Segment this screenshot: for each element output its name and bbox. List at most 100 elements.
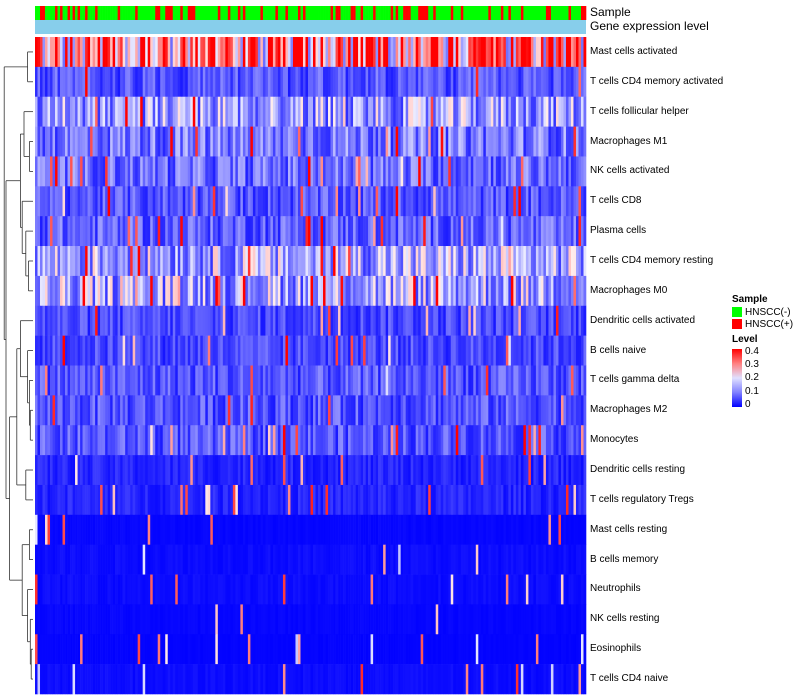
heatmap-cell xyxy=(393,544,396,575)
heatmap-cell xyxy=(490,544,494,575)
heatmap-cell xyxy=(438,604,442,635)
heatmap-cell xyxy=(313,126,316,157)
heatmap-cell xyxy=(415,634,419,665)
heatmap-cell xyxy=(202,395,206,426)
heatmap-cell xyxy=(62,335,66,366)
sample-cell xyxy=(120,6,123,20)
heatmap-cell xyxy=(210,544,214,575)
heatmap-cell xyxy=(328,634,331,665)
heatmap-cell xyxy=(220,216,224,247)
heatmap-cell xyxy=(200,66,204,98)
heatmap-cell xyxy=(580,425,584,456)
heatmap-cell xyxy=(440,66,444,98)
heatmap-cell xyxy=(267,664,271,695)
heatmap-cell xyxy=(475,305,479,336)
heatmap-cell xyxy=(122,425,126,456)
heatmap-cell xyxy=(575,484,579,516)
heatmap-cell xyxy=(157,395,161,426)
sample-cell xyxy=(420,6,424,20)
heatmap-cell xyxy=(365,514,369,545)
heatmap-cell xyxy=(415,156,419,187)
heatmap-cell xyxy=(410,514,414,545)
heatmap-cell xyxy=(508,305,512,336)
heatmap-cell xyxy=(328,305,331,336)
heatmap-cell xyxy=(388,216,391,247)
heatmap-cell xyxy=(310,126,314,157)
heatmap-cell xyxy=(530,186,534,217)
heatmap-cell xyxy=(90,186,93,217)
heatmap-cell xyxy=(127,275,131,307)
heatmap-cell xyxy=(217,246,221,277)
heatmap-cell xyxy=(483,335,487,366)
heatmap-cell xyxy=(52,275,56,307)
sample-cell xyxy=(135,6,138,20)
heatmap-cell xyxy=(265,514,269,545)
heatmap-cell xyxy=(558,305,562,336)
heatmap-cell xyxy=(265,246,269,277)
heatmap-cell xyxy=(227,544,231,575)
heatmap-cell xyxy=(345,544,349,575)
heatmap-cell xyxy=(350,634,354,665)
heatmap-cell xyxy=(575,66,579,98)
heatmap-cell xyxy=(395,66,399,98)
heatmap-cell xyxy=(77,514,81,545)
heatmap-cell xyxy=(525,66,529,98)
heatmap-cell xyxy=(323,156,326,187)
heatmap-cell xyxy=(225,574,229,605)
heatmap-cell xyxy=(187,664,191,695)
heatmap-cell xyxy=(145,395,149,426)
heatmap-cell xyxy=(310,484,314,516)
heatmap-cell xyxy=(37,246,41,277)
heatmap-cell xyxy=(67,425,71,456)
heatmap-cell xyxy=(277,96,281,127)
heatmap-cell xyxy=(408,37,411,68)
heatmap-cell xyxy=(458,365,462,396)
heatmap-cell xyxy=(255,634,259,665)
heatmap-cell xyxy=(365,335,369,366)
heatmap-cell xyxy=(583,604,587,635)
heatmap-cell xyxy=(428,335,432,366)
heatmap-cell xyxy=(115,186,118,217)
heatmap-cell xyxy=(275,365,279,396)
heatmap-cell xyxy=(142,246,146,277)
heatmap-cell xyxy=(100,484,103,516)
heatmap-cell xyxy=(358,246,361,277)
heatmap-cell xyxy=(460,126,464,157)
heatmap-cell xyxy=(185,126,189,157)
heatmap-cell xyxy=(353,365,356,396)
heatmap-cell xyxy=(565,186,569,217)
heatmap-cell xyxy=(338,604,341,635)
heatmap-cell xyxy=(538,455,542,486)
heatmap-cell xyxy=(280,335,284,366)
heatmap-cell xyxy=(365,156,369,187)
heatmap-cell xyxy=(302,156,306,187)
heatmap-cell xyxy=(55,126,58,157)
heatmap-cell xyxy=(270,66,274,98)
heatmap-cell xyxy=(568,395,572,426)
heatmap-cell xyxy=(515,484,519,516)
heatmap-cell xyxy=(375,604,379,635)
heatmap-cell xyxy=(60,395,63,426)
heatmap-cell xyxy=(137,574,141,605)
heatmap-cell xyxy=(70,335,73,366)
heatmap-cell xyxy=(60,544,63,575)
heatmap-cell xyxy=(157,544,161,575)
heatmap-cell xyxy=(370,216,374,247)
heatmap-cell xyxy=(225,96,229,127)
heatmap-cell xyxy=(102,96,106,127)
heatmap-cell xyxy=(307,66,311,98)
heatmap-cell xyxy=(315,544,319,575)
heatmap-cell xyxy=(493,425,497,456)
heatmap-cell xyxy=(117,425,121,456)
heatmap-cell xyxy=(455,156,459,187)
heatmap-cell xyxy=(383,484,386,516)
heatmap-cell xyxy=(230,365,234,396)
heatmap-cell xyxy=(575,425,579,456)
sample-cell xyxy=(553,6,557,20)
sample-cell xyxy=(60,6,63,20)
heatmap-cell xyxy=(455,66,459,98)
heatmap-cell xyxy=(175,634,179,665)
heatmap-cell xyxy=(190,484,194,516)
heatmap-cell xyxy=(117,574,121,605)
heatmap-cell xyxy=(300,514,304,545)
